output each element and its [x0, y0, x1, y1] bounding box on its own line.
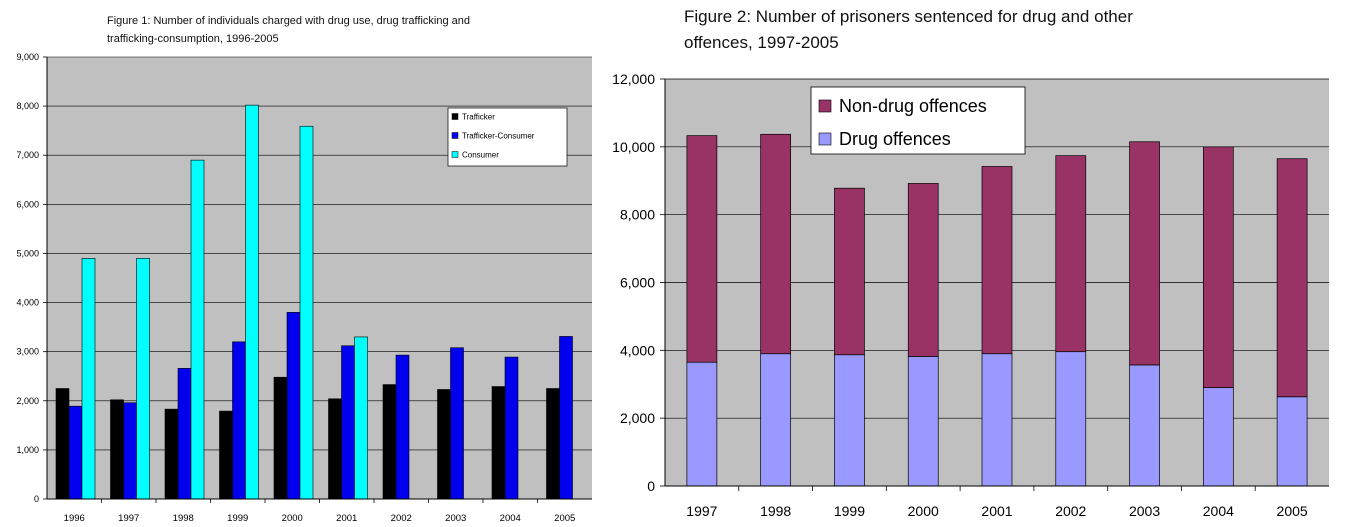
figure1-bar-trafficker-consumer-2004 [504, 356, 519, 500]
figure1-y-tick-label: 1,000 [16, 445, 39, 455]
figure2-legend [810, 86, 1026, 155]
figure1-y-tick-label: 8,000 [16, 101, 39, 111]
figure1-x-tick-label: 1996 [64, 513, 85, 524]
figure2-x-tick-label: 1998 [760, 503, 791, 519]
figure2-x-tick-label: 2002 [1055, 503, 1086, 519]
figure1-bar-trafficker-consumer-2003 [450, 347, 464, 500]
figure2-bar-drug-offences-2003 [1129, 364, 1160, 487]
figure1-y-tick-label: 0 [34, 494, 39, 504]
figure1-legend-swatch [451, 151, 459, 158]
figure1-bar-trafficker-2001 [328, 398, 342, 500]
figure2-y-tick-label: 0 [647, 478, 655, 494]
figure1-bar-consumer-1999 [245, 104, 259, 500]
figure1-bar-trafficker-consumer-1998 [177, 368, 192, 500]
figure1-y-tick-label: 6,000 [16, 199, 39, 209]
figure2-y-tick-label: 2,000 [620, 410, 655, 426]
figure2-legend-swatch [818, 132, 832, 146]
figure1-bar-trafficker-consumer-2000 [286, 312, 301, 500]
figure2-y-tick-label: 4,000 [620, 342, 655, 358]
figure1-bar-trafficker-consumer-1999 [232, 341, 246, 500]
figure2-x-tick-label: 2003 [1129, 503, 1160, 519]
figure2-bar-non-drug-offences-2005 [1276, 158, 1308, 398]
figure1-x-tick-label: 2005 [554, 513, 575, 524]
figure2-bar-drug-offences-2000 [907, 356, 939, 487]
figure1-legend-label: Consumer [462, 151, 499, 160]
figure2-plot-area [665, 79, 1329, 486]
figure1-bar-trafficker-1996 [55, 388, 70, 500]
figure2-title: Figure 2: Number of prisoners sentenced … [684, 7, 1133, 52]
figure2-y-tick-label: 10,000 [612, 139, 655, 155]
figure1-bar-consumer-2000 [299, 125, 314, 500]
figure1-bar-trafficker-consumer-2005 [559, 336, 573, 500]
figure1-x-tick-label: 1997 [118, 513, 139, 524]
figure1-y-tick-label: 4,000 [16, 298, 39, 308]
figure1-bar-consumer-2001 [354, 336, 368, 500]
figure2-bar-drug-offences-1997 [686, 361, 718, 487]
figure1-bar-trafficker-1998 [164, 408, 179, 500]
figure1-legend-swatch [451, 132, 459, 139]
figure2-legend-label: Non-drug offences [839, 96, 987, 116]
figure2-bar-non-drug-offences-2004 [1202, 146, 1234, 388]
figure1-legend-swatch [451, 113, 459, 120]
figure1-bar-trafficker-2002 [382, 384, 397, 500]
figure1-bar-consumer-1998 [190, 159, 205, 500]
figure1-legend-label: Trafficker-Consumer [462, 132, 535, 141]
figure2-bar-drug-offences-2001 [981, 353, 1013, 487]
figure1-bar-trafficker-2003 [437, 389, 451, 500]
figure2-bar-non-drug-offences-2000 [907, 183, 939, 357]
figure1-title: Figure 1: Number of individuals charged … [107, 15, 470, 45]
figure2-legend-label: Drug offences [839, 129, 951, 149]
figure2-x-tick-label: 1997 [686, 503, 717, 519]
figure1-x-tick-label: 2003 [445, 513, 466, 524]
figure1-y-tick-label: 9,000 [16, 52, 39, 62]
figure2-legend-swatch [818, 99, 832, 113]
figure1-bar-trafficker-consumer-2002 [395, 354, 410, 500]
figure1-bar-trafficker-consumer-1996 [68, 405, 83, 500]
figure1-x-tick-label: 2002 [391, 513, 412, 524]
figure1-y-tick-label: 2,000 [16, 396, 39, 406]
figure2-bar-drug-offences-2005 [1276, 396, 1308, 487]
figure1-x-tick-label: 2001 [336, 513, 357, 524]
figure1-legend [447, 107, 568, 167]
figure2-bar-non-drug-offences-1997 [686, 135, 718, 363]
figure1-bar-trafficker-2000 [273, 376, 288, 500]
figure2-y-tick-label: 6,000 [620, 275, 655, 291]
figure2-x-tick-label: 1999 [834, 503, 865, 519]
figure2-bar-drug-offences-2002 [1055, 351, 1087, 487]
figure2-bar-non-drug-offences-2002 [1055, 155, 1087, 353]
figure1-bar-trafficker-2004 [491, 386, 506, 500]
figure2-x-tick-label: 2000 [908, 503, 939, 519]
figure2-bar-drug-offences-1998 [760, 353, 792, 487]
figure1-y-tick-label: 3,000 [16, 347, 39, 357]
figure1-bar-trafficker-1999 [219, 410, 233, 500]
figure2-bar-drug-offences-1999 [834, 354, 865, 487]
figure2-y-tick-label: 8,000 [620, 207, 655, 223]
figure2-bar-non-drug-offences-1999 [834, 187, 865, 356]
figure2-bar-non-drug-offences-2003 [1129, 141, 1160, 366]
figure1-bar-consumer-1997 [136, 258, 150, 500]
figure1-x-tick-label: 2004 [500, 513, 521, 524]
figure1-y-tick-label: 7,000 [16, 150, 39, 160]
figure2-bar-non-drug-offences-1998 [760, 133, 792, 355]
figure2-x-tick-label: 2005 [1277, 503, 1308, 519]
figure2-bar-drug-offences-2004 [1202, 387, 1234, 487]
figure1-bar-trafficker-1997 [110, 399, 124, 500]
figure1-x-tick-label: 1999 [227, 513, 248, 524]
figure1-bar-trafficker-consumer-1997 [123, 402, 137, 500]
figure2-bar-non-drug-offences-2001 [981, 166, 1013, 355]
figure1-legend-label: Trafficker [462, 113, 495, 122]
figure1-bar-trafficker-consumer-2001 [341, 345, 355, 500]
figure1-y-tick-label: 5,000 [16, 248, 39, 258]
figure2-x-tick-label: 2004 [1203, 503, 1234, 519]
figure2-y-tick-label: 12,000 [612, 71, 655, 87]
figure2-x-tick-label: 2001 [981, 503, 1012, 519]
figure1-x-tick-label: 1998 [173, 513, 194, 524]
figure1-bar-trafficker-2005 [546, 388, 560, 500]
figure1-chart: 0 1,000 2,000 3,000 4,000 5,000 6,000 7,000 8,00… [16, 52, 592, 524]
figure1-x-tick-label: 2000 [282, 513, 303, 524]
figure1-bar-consumer-1996 [81, 258, 96, 500]
